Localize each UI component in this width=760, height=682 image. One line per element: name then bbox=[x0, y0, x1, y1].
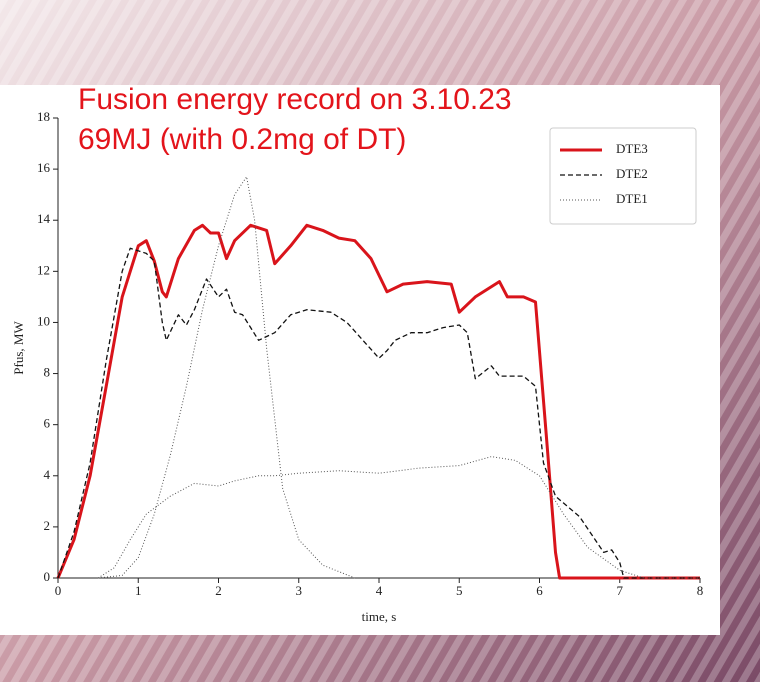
x-tick-label: 5 bbox=[456, 583, 463, 598]
x-tick-label: 3 bbox=[296, 583, 303, 598]
legend-label: DTE3 bbox=[616, 141, 648, 156]
y-tick-label: 16 bbox=[37, 160, 51, 175]
x-tick-label: 2 bbox=[215, 583, 222, 598]
y-tick-label: 4 bbox=[44, 467, 51, 482]
legend-label: DTE1 bbox=[616, 191, 648, 206]
y-tick-label: 14 bbox=[37, 211, 51, 226]
x-tick-label: 7 bbox=[617, 583, 624, 598]
y-tick-label: 0 bbox=[44, 569, 51, 584]
x-tick-label: 6 bbox=[536, 583, 543, 598]
x-tick-label: 4 bbox=[376, 583, 383, 598]
y-tick-label: 2 bbox=[44, 518, 51, 533]
annotation: 69MJ (with 0.2mg of DT) bbox=[78, 123, 406, 156]
legend-box bbox=[549, 127, 697, 225]
x-tick-label: 8 bbox=[697, 583, 704, 598]
legend-label: DTE2 bbox=[616, 166, 648, 181]
x-tick-label: 0 bbox=[55, 583, 62, 598]
series-line bbox=[56, 223, 700, 580]
y-tick-label: 10 bbox=[37, 313, 50, 328]
y-axis-label: Pfus, MW bbox=[11, 321, 26, 375]
x-tick-label: 1 bbox=[135, 583, 142, 598]
series-line bbox=[57, 247, 700, 579]
x-axis-label: time, s bbox=[362, 609, 397, 624]
y-tick-label: 12 bbox=[37, 262, 50, 277]
annotation: Fusion energy record on 3.10.23 bbox=[78, 83, 512, 116]
series-line bbox=[97, 176, 700, 579]
y-tick-label: 18 bbox=[37, 109, 50, 124]
y-tick-label: 6 bbox=[44, 416, 51, 431]
y-tick-label: 8 bbox=[44, 365, 51, 380]
